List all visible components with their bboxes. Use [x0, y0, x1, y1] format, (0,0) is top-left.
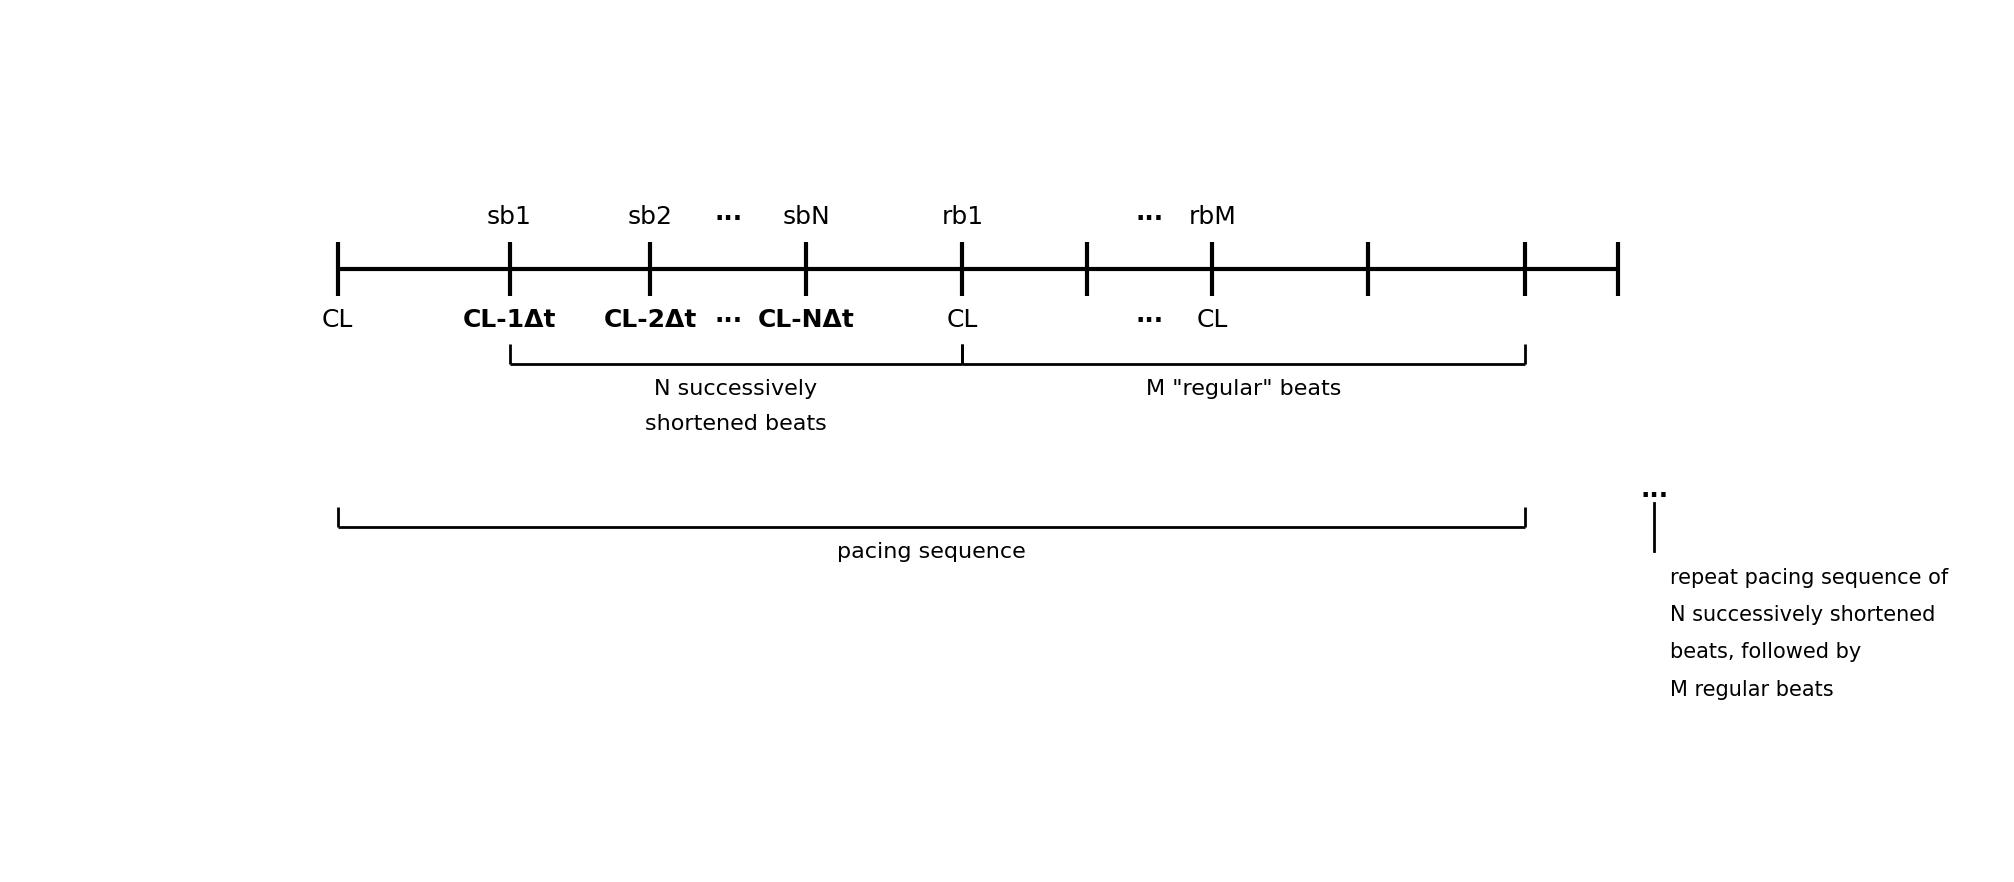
- Text: beats, followed by: beats, followed by: [1670, 642, 1861, 662]
- Text: N successively shortened: N successively shortened: [1670, 605, 1933, 625]
- Text: rb1: rb1: [941, 206, 983, 229]
- Text: ...: ...: [713, 303, 741, 327]
- Text: M "regular" beats: M "regular" beats: [1146, 379, 1341, 399]
- Text: N successively: N successively: [655, 379, 818, 399]
- Text: repeat pacing sequence of: repeat pacing sequence of: [1670, 568, 1948, 587]
- Text: CL-NΔt: CL-NΔt: [757, 308, 854, 333]
- Text: CL-2Δt: CL-2Δt: [602, 308, 697, 333]
- Text: shortened beats: shortened beats: [644, 415, 826, 434]
- Text: sb2: sb2: [626, 206, 673, 229]
- Text: CL: CL: [1196, 308, 1227, 333]
- Text: CL: CL: [947, 308, 977, 333]
- Text: sbN: sbN: [781, 206, 830, 229]
- Text: ...: ...: [713, 201, 741, 225]
- Text: M regular beats: M regular beats: [1670, 680, 1833, 699]
- Text: CL-1Δt: CL-1Δt: [463, 308, 556, 333]
- Text: CL: CL: [322, 308, 352, 333]
- Text: sb1: sb1: [487, 206, 532, 229]
- Text: ...: ...: [1639, 477, 1668, 502]
- Text: pacing sequence: pacing sequence: [836, 542, 1025, 562]
- Text: ...: ...: [1136, 303, 1164, 327]
- Text: rbM: rbM: [1188, 206, 1237, 229]
- Text: ...: ...: [1136, 201, 1164, 225]
